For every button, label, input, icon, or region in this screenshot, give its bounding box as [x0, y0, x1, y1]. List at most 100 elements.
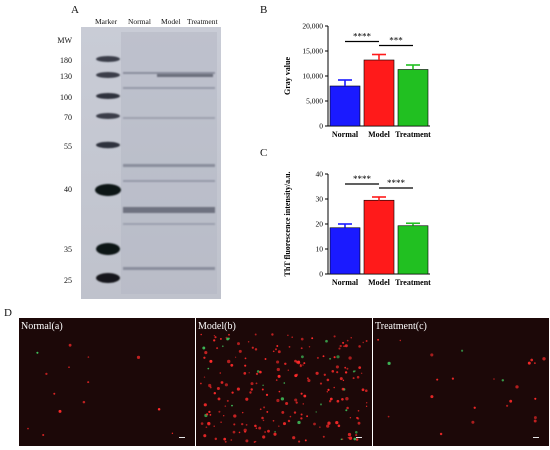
fluorescent-spot: [232, 430, 236, 434]
fluorescent-spot: [219, 372, 222, 374]
fluorescent-spot: [238, 349, 242, 353]
fluorescent-spot: [336, 371, 339, 374]
fluorescent-spot: [357, 409, 360, 412]
fluorescent-spot: [329, 357, 332, 360]
fluorescent-spot: [341, 398, 344, 401]
panel-label-a: A: [71, 4, 79, 16]
mw-marker-100: 100: [60, 93, 72, 102]
fluorescent-spot: [534, 362, 536, 364]
fluorescent-spot: [281, 410, 285, 414]
chart-gray-value: 0 5,000 10,000 15,000 20,000 Gray value Normal…: [283, 22, 431, 140]
sample-band: [123, 267, 215, 270]
fluorescent-spot: [302, 403, 305, 405]
micrograph-normal: Normal(a): [19, 318, 195, 446]
panel-label-b: B: [260, 4, 268, 16]
fluorescent-spot: [303, 394, 307, 398]
sample-band: [123, 72, 215, 74]
fluorescent-spot: [259, 370, 262, 374]
fluorescent-spot: [322, 435, 325, 438]
fluorescent-spot: [213, 334, 216, 337]
fluorescent-spot: [301, 355, 304, 359]
fluorescent-spot: [337, 424, 341, 428]
ladder-band: [96, 113, 120, 119]
mw-marker-70: 70: [64, 113, 72, 122]
fluorescent-spot: [256, 370, 260, 373]
fluorescent-spot: [365, 405, 368, 407]
fluorescent-spot: [473, 406, 476, 409]
scale-bar: [356, 437, 362, 438]
fluorescent-spot: [272, 350, 275, 353]
fluorescent-spot: [356, 416, 359, 419]
fluorescent-spot: [259, 408, 262, 411]
fluorescent-spot: [233, 423, 236, 426]
fluorescent-spot: [306, 377, 309, 380]
fluorescent-spot: [345, 409, 348, 412]
fluorescent-spot: [436, 378, 439, 381]
fluorescent-spot: [342, 379, 345, 382]
fluorescent-spot: [233, 414, 237, 418]
fluorescent-spot: [254, 348, 258, 351]
panel-label-c: C: [260, 147, 268, 159]
fluorescent-spot: [227, 359, 231, 364]
fluorescent-spot: [335, 365, 339, 369]
fluorescent-spot: [306, 415, 309, 418]
fluorescent-spot: [261, 388, 264, 391]
sample-band: [123, 117, 215, 119]
fluorescent-spot: [274, 430, 276, 433]
fluorescent-spot: [326, 378, 330, 382]
fluorescent-spot: [241, 422, 244, 426]
lane-label-marker: Marker: [95, 17, 118, 26]
fluorescent-spot: [205, 426, 208, 429]
fluorescent-spot: [347, 437, 349, 439]
bar: [397, 225, 429, 275]
fluorescent-spot: [327, 421, 331, 425]
fluorescent-spot: [207, 367, 210, 370]
fluorescent-spot: [430, 395, 434, 399]
micrograph-spots: [377, 338, 546, 436]
fluorescent-spot: [36, 351, 39, 354]
sample-band: [123, 207, 215, 213]
fluorescent-spot: [506, 404, 509, 407]
fluorescent-spot: [358, 345, 361, 348]
fluorescent-spot: [273, 432, 277, 436]
fluorescent-spot: [346, 367, 349, 370]
fluorescent-spot: [346, 406, 349, 410]
fluorescent-spot: [262, 384, 264, 387]
fluorescent-spot: [289, 415, 292, 418]
fluorescent-spot: [515, 385, 519, 389]
mw-marker-130: 130: [60, 72, 72, 81]
y-tick-label: 10: [316, 245, 324, 254]
significance-label: ****: [353, 174, 372, 184]
y-tick-label: 15,000: [302, 47, 323, 56]
fluorescent-spot: [352, 377, 355, 380]
fluorescent-spot: [533, 419, 537, 423]
fluorescent-spot: [333, 386, 335, 389]
fluorescent-spot: [291, 336, 294, 339]
mw-header: MW: [57, 36, 72, 45]
fluorescent-spot: [243, 372, 247, 375]
mw-marker-180: 180: [60, 56, 72, 65]
fluorescent-spot: [345, 397, 349, 401]
fluorescent-spot: [230, 363, 234, 367]
fluorescent-spot: [298, 440, 301, 443]
fluorescent-spot: [295, 401, 298, 404]
fluorescent-spot: [333, 356, 336, 359]
fluorescent-spot: [276, 398, 280, 403]
ladder-band: [96, 243, 120, 255]
fluorescent-spot: [362, 341, 364, 344]
x-tick-label: Treatment: [395, 130, 431, 139]
fluorescent-spot: [355, 431, 358, 434]
ladder-band: [96, 93, 120, 99]
bar: [363, 59, 395, 127]
y-tick-label: 20,000: [302, 22, 323, 31]
fluorescent-spot: [224, 440, 227, 443]
fluorescent-spot: [304, 439, 307, 442]
fluorescent-spot: [323, 373, 326, 376]
fluorescent-spot: [294, 398, 298, 402]
fluorescent-spot: [336, 355, 340, 359]
fluorescent-spot: [336, 399, 340, 403]
fluorescent-spot: [283, 382, 286, 384]
fluorescent-spot: [213, 339, 216, 342]
fluorescent-spot: [214, 437, 218, 441]
fluorescent-spot: [293, 411, 297, 414]
